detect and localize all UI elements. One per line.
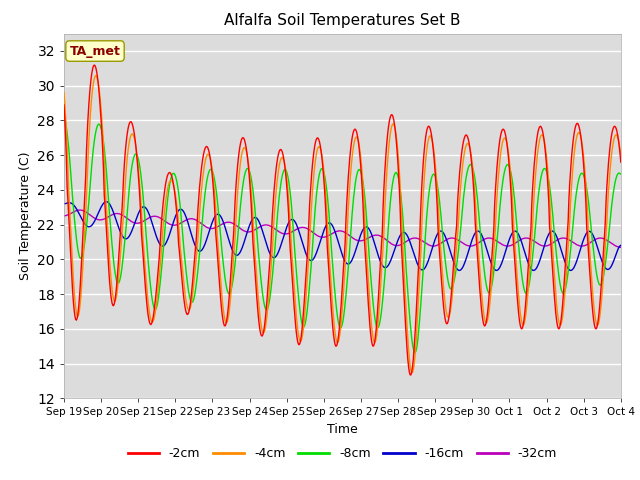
X-axis label: Time: Time (327, 423, 358, 436)
Y-axis label: Soil Temperature (C): Soil Temperature (C) (19, 152, 31, 280)
Text: TA_met: TA_met (70, 45, 120, 58)
Title: Alfalfa Soil Temperatures Set B: Alfalfa Soil Temperatures Set B (224, 13, 461, 28)
Legend: -2cm, -4cm, -8cm, -16cm, -32cm: -2cm, -4cm, -8cm, -16cm, -32cm (123, 442, 562, 465)
